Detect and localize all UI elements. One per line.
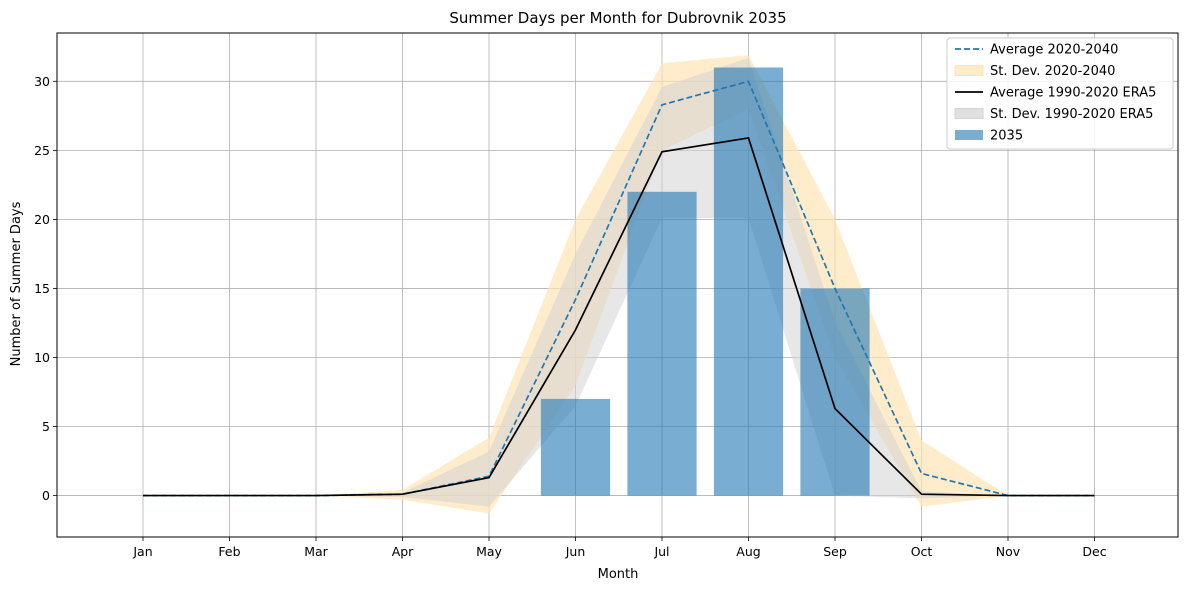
y-tick-label: 5 <box>42 419 50 434</box>
chart-title: Summer Days per Month for Dubrovnik 2035 <box>449 9 786 27</box>
x-tick-label: Nov <box>996 544 1021 559</box>
x-tick-label: Feb <box>218 544 240 559</box>
x-tick-label: Jul <box>653 544 669 559</box>
bar-sep <box>800 288 870 496</box>
y-tick-label: 10 <box>34 350 50 365</box>
band-st-dev-2020-2040 <box>143 55 1095 514</box>
axes-frame <box>56 32 1179 538</box>
x-tick-label: Apr <box>392 544 414 559</box>
legend-swatch <box>954 65 984 76</box>
legend-label: 2035 <box>990 129 1023 144</box>
bar-aug <box>713 67 784 496</box>
legend: Average 2020-2040 St. Dev. 2020-2040 Avera… <box>946 37 1174 150</box>
legend-label: St. Dev. 1990-2020 ERA5 <box>990 107 1153 122</box>
x-tick-label: Sep <box>823 544 847 559</box>
legend-box <box>946 37 1174 150</box>
y-tick-label: 30 <box>34 74 50 89</box>
legend-swatch <box>954 108 984 119</box>
bars-2035 <box>540 67 870 496</box>
x-tick-label: Aug <box>736 544 760 559</box>
ticks: Jan Feb Mar Apr May Jun Jul Aug Sep Oct Nov Dec 0 5 10… <box>34 74 1107 559</box>
x-axis-label: Month <box>598 567 639 582</box>
x-tick-label: Mar <box>304 544 328 559</box>
y-tick-label: 15 <box>34 281 50 296</box>
legend-label: Average 1990-2020 ERA5 <box>990 86 1156 101</box>
y-axis-label: Number of Summer Days <box>9 201 24 366</box>
x-tick-label: Jan <box>132 544 152 559</box>
bar-jul <box>627 191 697 496</box>
average-lines <box>143 80 1095 497</box>
x-tick-label: Oct <box>911 544 933 559</box>
legend-label: St. Dev. 2020-2040 <box>990 64 1115 79</box>
line-average-1990-2020-era5 <box>143 136 1095 497</box>
legend-label: Average 2020-2040 <box>990 43 1118 58</box>
bar-jun <box>540 398 611 496</box>
x-tick-label: May <box>476 544 502 559</box>
y-tick-label: 20 <box>34 212 50 227</box>
y-tick-label: 0 <box>42 488 50 503</box>
legend-swatch <box>955 130 983 140</box>
x-tick-label: Dec <box>1082 544 1106 559</box>
x-tick-label: Jun <box>565 544 586 559</box>
y-tick-label: 25 <box>34 143 50 158</box>
